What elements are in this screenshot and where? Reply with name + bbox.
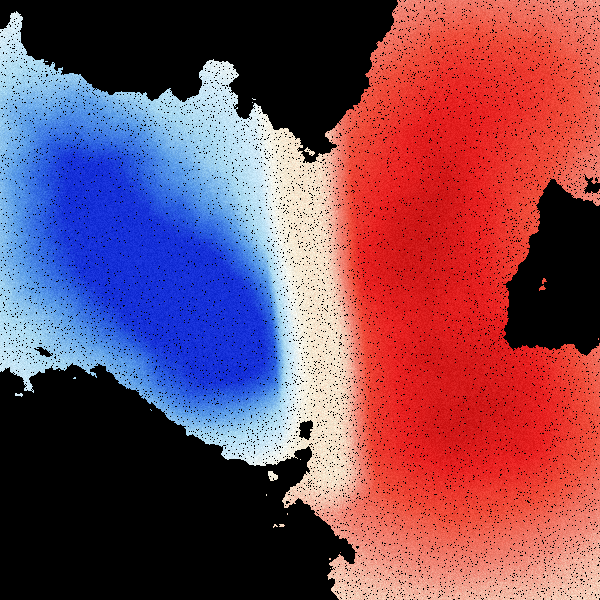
data-visualization-canvas: [0, 0, 600, 600]
nodata-dropout-mask: [0, 0, 600, 600]
dropout-raster: [0, 0, 600, 600]
